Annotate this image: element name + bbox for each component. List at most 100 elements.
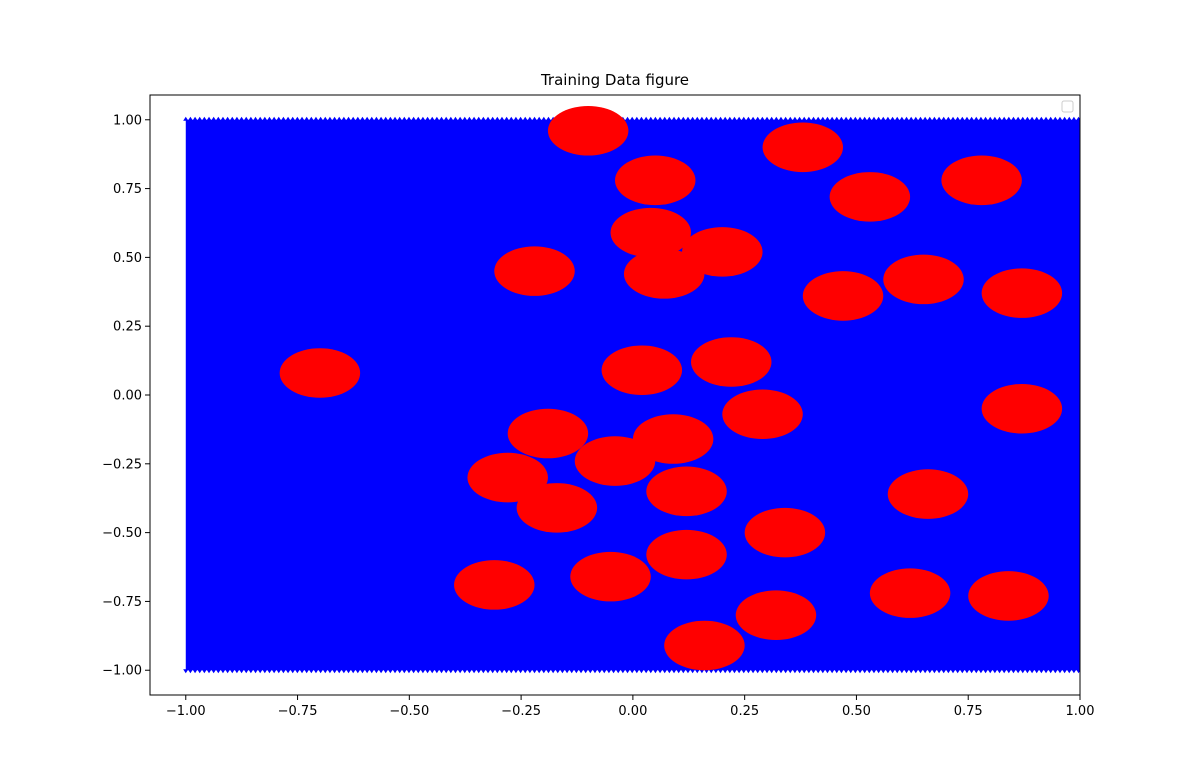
- blue-marker: [936, 669, 942, 674]
- blue-marker: [996, 669, 1003, 674]
- blue-marker: [587, 669, 593, 674]
- blue-marker: [801, 669, 807, 674]
- blue-marker: [876, 669, 882, 674]
- blue-marker: [494, 116, 500, 121]
- blue-marker: [764, 116, 770, 121]
- blue-marker: [615, 669, 621, 674]
- red-cluster-13: [279, 348, 361, 398]
- blue-marker: [815, 669, 821, 674]
- blue-marker: [341, 116, 347, 121]
- blue-marker: [345, 116, 352, 121]
- blue-marker: [838, 669, 845, 674]
- blue-marker: [717, 116, 724, 121]
- blue-marker: [318, 116, 324, 121]
- blue-marker: [476, 669, 482, 674]
- blue-marker: [280, 116, 287, 121]
- blue-marker: [1001, 116, 1007, 121]
- blue-marker: [950, 669, 956, 674]
- blue-marker: [773, 116, 779, 121]
- blue-marker: [652, 669, 659, 674]
- blue-marker: [745, 116, 752, 121]
- blue-marker: [969, 116, 975, 121]
- blue-marker: [355, 116, 361, 121]
- blue-marker: [1029, 669, 1035, 674]
- blue-marker: [648, 116, 654, 121]
- blue-marker: [801, 116, 807, 121]
- blue-marker: [443, 669, 449, 674]
- y-tick-label: −0.50: [102, 526, 142, 541]
- blue-marker: [834, 669, 840, 674]
- blue-marker: [862, 669, 868, 674]
- blue-marker: [299, 116, 305, 121]
- blue-marker: [508, 669, 514, 674]
- red-cluster-8: [623, 249, 705, 299]
- blue-marker: [690, 116, 696, 121]
- blue-marker: [392, 669, 398, 674]
- blue-marker: [271, 669, 277, 674]
- blue-marker: [787, 116, 793, 121]
- blue-marker: [824, 669, 831, 674]
- blue-marker: [364, 669, 370, 674]
- blue-marker: [359, 669, 366, 674]
- blue-marker: [383, 669, 389, 674]
- blue-marker: [187, 669, 194, 674]
- blue-marker: [699, 116, 705, 121]
- blue-marker: [517, 669, 524, 674]
- blue-marker: [1048, 116, 1054, 121]
- blue-marker: [443, 116, 449, 121]
- red-cluster-7: [682, 227, 763, 277]
- blue-marker: [917, 669, 924, 674]
- blue-marker: [917, 116, 924, 121]
- blue-marker: [462, 116, 468, 121]
- blue-marker: [206, 669, 212, 674]
- red-cluster-9: [494, 246, 575, 296]
- red-cluster-19: [632, 414, 714, 464]
- blue-marker: [229, 669, 235, 674]
- blue-marker: [238, 669, 245, 674]
- blue-marker: [829, 669, 835, 674]
- red-cluster-6: [610, 207, 692, 258]
- blue-marker: [690, 669, 696, 674]
- blue-marker: [931, 116, 938, 121]
- blue-marker: [694, 116, 700, 121]
- blue-marker: [378, 116, 384, 121]
- blue-marker: [490, 116, 496, 121]
- blue-marker: [257, 116, 263, 121]
- red-cluster-32: [664, 620, 745, 671]
- blue-marker: [1034, 116, 1040, 121]
- red-cluster-22: [516, 483, 598, 533]
- blue-marker: [364, 116, 370, 121]
- red-cluster-4: [829, 172, 911, 222]
- blue-marker: [927, 116, 933, 121]
- red-cluster-30: [968, 571, 1049, 621]
- blue-marker: [778, 669, 784, 674]
- blue-marker: [959, 669, 965, 674]
- blue-marker: [699, 669, 705, 674]
- blue-marker: [606, 669, 612, 674]
- blue-marker: [708, 669, 714, 674]
- blue-marker: [610, 669, 617, 674]
- blue-marker: [350, 669, 356, 674]
- blue-marker: [490, 669, 496, 674]
- blue-marker: [424, 669, 431, 674]
- blue-marker: [262, 669, 268, 674]
- blue-marker: [676, 116, 682, 121]
- blue-marker: [862, 116, 868, 121]
- blue-marker: [662, 116, 668, 121]
- blue-marker: [629, 669, 635, 674]
- red-cluster-18: [507, 408, 589, 459]
- blue-marker: [666, 116, 672, 121]
- blue-marker: [796, 116, 803, 121]
- red-cluster-17: [722, 389, 803, 440]
- blue-marker: [982, 116, 989, 121]
- blue-marker: [857, 116, 863, 121]
- blue-marker: [541, 669, 547, 674]
- blue-marker: [764, 669, 770, 674]
- red-cluster-1: [547, 106, 629, 156]
- blue-marker: [810, 116, 817, 121]
- red-cluster-11: [883, 254, 964, 305]
- blue-marker: [327, 669, 333, 674]
- blue-marker: [438, 116, 445, 121]
- blue-marker: [308, 116, 314, 121]
- blue-marker: [234, 116, 240, 121]
